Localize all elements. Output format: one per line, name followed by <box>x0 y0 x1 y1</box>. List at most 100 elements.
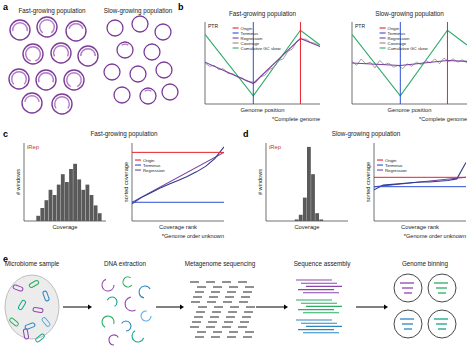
dna-fragment <box>139 286 150 298</box>
plot-area <box>205 22 320 104</box>
microbe <box>42 291 49 302</box>
contig-read <box>301 323 337 324</box>
marker-line <box>447 22 448 104</box>
histogram-bar <box>336 221 340 222</box>
legend: OriginTerminusRegression <box>135 158 165 173</box>
histogram-bar <box>319 219 323 221</box>
histogram-bar <box>69 169 73 221</box>
histogram-bar <box>94 205 98 221</box>
read <box>193 297 202 298</box>
chromosome <box>64 70 84 90</box>
arrow-head <box>384 305 388 310</box>
sample <box>5 275 59 339</box>
contig-read <box>296 319 332 320</box>
legend-swatch <box>377 164 383 165</box>
chromosome <box>107 20 123 36</box>
contig-read <box>303 332 339 333</box>
chromosome <box>156 62 172 78</box>
read <box>223 302 232 303</box>
chart: Slow-growing populationPTRGenome positio… <box>352 10 467 122</box>
microbe <box>33 307 44 313</box>
microbe <box>35 333 45 342</box>
figure: abcdeFast-growing populationSlow-growing… <box>0 0 474 353</box>
read <box>209 297 218 298</box>
dna-fragment <box>123 277 132 287</box>
chromosome <box>155 24 171 40</box>
x-axis <box>205 104 320 105</box>
y-label: # windows <box>15 169 21 195</box>
microbe <box>29 280 40 288</box>
chromosome <box>36 70 56 90</box>
dna-fragment <box>107 297 117 306</box>
x-axis <box>352 104 467 105</box>
note: *Genome order unknown <box>404 233 466 239</box>
chart: sorted coverageCoverage rank*Genome orde… <box>123 143 224 239</box>
legend-entry: Cumulative GC skew <box>388 46 429 51</box>
chart: Slow-growing populationiRep# windowsCove… <box>257 130 401 230</box>
chart: Fast-growing populationPTRGenome positio… <box>205 10 320 122</box>
histogram-bar <box>323 221 327 222</box>
series-line <box>352 58 467 69</box>
read <box>224 322 233 323</box>
binned-contig <box>400 282 414 283</box>
binned-contig <box>436 323 447 324</box>
marker-line <box>132 152 224 153</box>
microbe <box>18 300 26 311</box>
read <box>227 292 236 293</box>
genome-bin <box>394 310 422 338</box>
y-axis <box>132 143 133 221</box>
y-label: sorted coverage <box>123 162 129 202</box>
genome-bin <box>394 274 422 302</box>
read <box>229 287 238 288</box>
dna-fragment <box>102 316 114 327</box>
read <box>195 292 204 293</box>
histogram-bar <box>303 198 307 221</box>
read <box>194 317 203 318</box>
binned-contig <box>436 287 447 288</box>
read <box>227 337 236 338</box>
chart-title: Fast-growing population <box>229 10 297 18</box>
legend-swatch <box>135 164 141 165</box>
legend-swatch <box>377 169 383 170</box>
legend-swatch <box>380 47 386 48</box>
arrow-head <box>284 305 288 310</box>
chart-title: Slow-growing population <box>332 130 401 138</box>
legend-entry: Regression <box>143 168 165 173</box>
histogram-bar <box>86 185 90 221</box>
x-label: Coverage <box>294 224 319 230</box>
read <box>195 337 204 338</box>
read <box>213 332 222 333</box>
legend: OriginTerminusRegressionCoverageCumulati… <box>233 26 282 51</box>
panel-e: Microbiome sampleDNA extractionMetagenom… <box>5 260 456 345</box>
histogram-bar <box>24 221 28 222</box>
binned-contig <box>404 328 412 329</box>
binned-contig <box>400 318 414 319</box>
read <box>214 307 223 308</box>
legend-swatch <box>233 42 239 43</box>
histogram-bar <box>340 221 344 222</box>
read <box>228 312 237 313</box>
histogram-bar <box>90 195 94 221</box>
chromosome <box>9 69 29 89</box>
series-line <box>374 163 466 190</box>
histogram-bar <box>270 221 274 222</box>
replicating-chromosome <box>13 23 28 31</box>
legend-swatch <box>233 47 239 48</box>
plot-area <box>36 164 101 221</box>
histogram-bar <box>328 221 332 222</box>
microbe <box>23 329 29 340</box>
marker-line <box>374 177 466 178</box>
x-label: Coverage <box>52 224 77 230</box>
contig-read <box>306 306 342 307</box>
read <box>213 287 222 288</box>
binned-contig <box>404 292 412 293</box>
arrow-head <box>180 305 184 310</box>
marker-line <box>132 202 224 203</box>
read <box>190 282 199 283</box>
y-label: PTR <box>355 23 365 29</box>
histogram-bar <box>266 221 270 222</box>
legend-swatch <box>380 37 386 38</box>
histogram-bar <box>287 221 291 222</box>
population-title: Fast-growing population <box>18 7 86 15</box>
binned-contig <box>402 287 413 288</box>
